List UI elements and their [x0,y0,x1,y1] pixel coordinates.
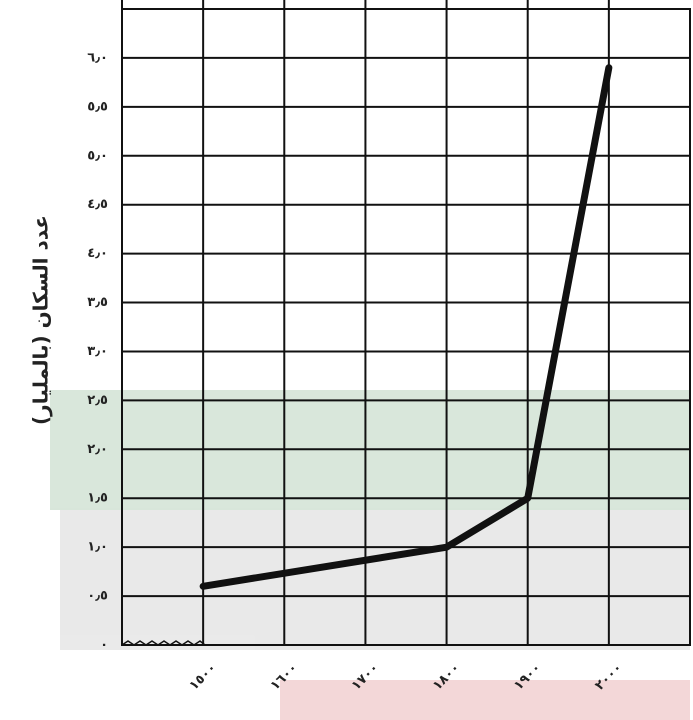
y-tick-label: ٢٫٠ [87,442,108,457]
y-tick-label: ٤٫٠ [87,246,108,261]
axis-break [121,640,206,646]
y-tick-label: ٥٫٠ [87,148,108,163]
y-tick-label: ٤٫٥ [87,197,108,212]
y-tick-label: ٥٫٥ [87,99,108,114]
data-line [199,64,613,590]
y-tick-label: ٣٫٠ [87,344,108,359]
y-tick-label: ٠ [100,638,108,653]
y-axis-label: عدد السكان (بالمليار) [29,215,53,425]
y-tick-label: ١٫٥ [87,491,108,506]
y-tick-label: ٣٫٥ [87,295,108,310]
y-tick-label: ٠٫٥ [87,589,108,604]
y-tick-label: ١٫٠ [87,540,108,555]
y-tick-label: ٦٫٠ [87,50,108,65]
y-tick-label: ٢٫٥ [87,393,108,408]
